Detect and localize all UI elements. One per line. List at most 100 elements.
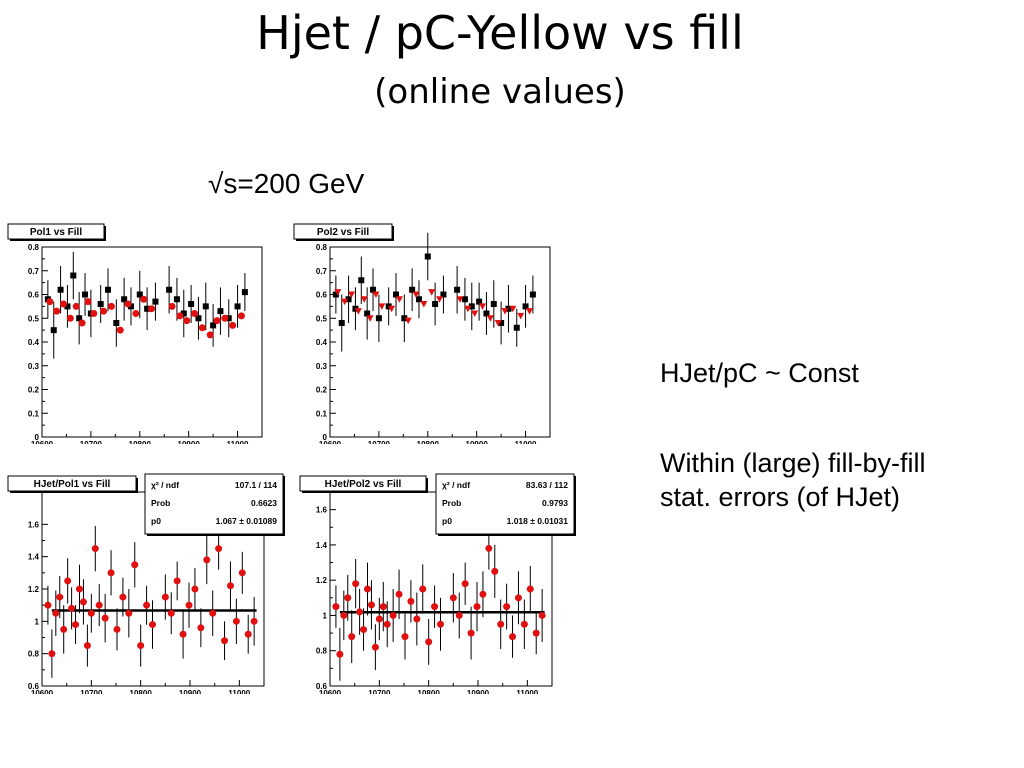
data-point	[437, 620, 445, 628]
data-point	[215, 545, 223, 553]
data-point	[60, 625, 68, 633]
data-point	[234, 303, 241, 310]
data-point	[348, 291, 356, 298]
data-point	[379, 603, 387, 611]
data-point	[113, 320, 120, 326]
stats-label: Prob	[151, 498, 170, 508]
data-point	[48, 650, 56, 658]
y-tick-label: 0.3	[28, 362, 40, 371]
y-tick-label: 1.6	[28, 520, 40, 529]
chart-title-box	[7, 475, 137, 492]
x-tick-label: 10900	[178, 440, 201, 444]
data-point	[375, 315, 382, 322]
data-point	[428, 289, 436, 296]
y-tick-label: 1.2	[28, 585, 40, 594]
data-point	[356, 608, 364, 616]
y-tick-label: 0	[35, 433, 40, 442]
data-point	[440, 291, 447, 298]
data-point	[225, 315, 232, 322]
data-point	[217, 308, 224, 315]
x-tick-label: 11000	[516, 689, 538, 694]
data-point	[334, 289, 342, 296]
data-point	[113, 625, 121, 633]
data-point	[176, 312, 184, 320]
data-point	[119, 593, 127, 601]
data-point	[121, 296, 128, 303]
x-tick-label: 10900	[466, 440, 489, 444]
data-point	[389, 611, 397, 619]
x-tick-label: 10900	[179, 689, 202, 694]
data-point	[407, 597, 415, 605]
data-point	[497, 620, 505, 628]
y-tick-label: 0.6	[28, 682, 40, 691]
stats-label: p0	[442, 516, 452, 526]
data-point	[64, 303, 71, 310]
data-point	[455, 611, 463, 619]
data-point	[226, 582, 234, 590]
data-point	[509, 633, 517, 641]
data-point	[409, 286, 416, 293]
data-point	[404, 317, 412, 325]
data-point	[344, 594, 352, 602]
chart-svg: 0 0.1 0.2 0.3 0.4 0.5 0.6 0.7 0.8 10600 10700 10800…	[7, 223, 263, 449]
data-point	[522, 303, 529, 310]
data-point	[525, 308, 533, 315]
y-tick-label: 0.6	[316, 682, 328, 691]
data-point	[395, 590, 403, 598]
chart-hjet-pol2-vs-fill: 0.6 0.8 1 1.2 1.4 1.6 10600 10700 10800 10900 1100…	[290, 472, 580, 699]
data-point	[50, 327, 57, 334]
data-point	[188, 301, 195, 307]
data-point	[82, 291, 89, 298]
data-point	[420, 301, 428, 308]
data-point	[105, 286, 111, 293]
data-point	[449, 594, 457, 602]
data-point	[191, 585, 199, 593]
data-point	[378, 303, 386, 310]
x-tick-label: 10600	[319, 689, 342, 694]
data-point	[185, 601, 193, 609]
data-point	[179, 630, 187, 638]
data-point	[367, 601, 375, 609]
energy-label: √s=200 GeV	[208, 168, 365, 199]
data-point	[471, 310, 479, 317]
y-tick-label: 0.6	[28, 291, 40, 300]
x-tick-label: 11000	[228, 689, 250, 694]
data-point	[210, 322, 217, 329]
data-point	[213, 317, 221, 325]
x-tick-label: 10700	[80, 440, 103, 444]
data-point	[360, 296, 368, 303]
stats-value: 83.63 / 112	[526, 480, 568, 490]
data-point	[358, 277, 365, 284]
x-tick-label: 10700	[368, 440, 391, 444]
data-point	[167, 609, 175, 617]
data-point	[431, 603, 439, 611]
data-point	[419, 585, 427, 593]
data-point	[221, 637, 229, 645]
data-point	[72, 302, 80, 310]
data-point	[152, 298, 159, 305]
data-point	[66, 314, 74, 322]
x-tick-label: 10600	[31, 440, 54, 444]
y-tick-label: 0.2	[28, 386, 40, 395]
data-point	[127, 303, 134, 310]
data-point	[375, 615, 383, 623]
data-point	[241, 289, 248, 296]
stats-label: Prob	[442, 498, 461, 508]
y-tick-label: 0.1	[28, 409, 40, 418]
data-point	[513, 324, 520, 331]
data-point	[64, 577, 72, 585]
data-point	[180, 310, 187, 317]
data-point	[78, 319, 86, 327]
data-point	[75, 585, 83, 593]
data-point	[198, 324, 206, 332]
data-point	[46, 298, 54, 306]
data-point	[473, 603, 481, 611]
y-tick-label: 0.8	[316, 647, 328, 656]
data-point	[371, 643, 379, 651]
data-point	[83, 642, 91, 650]
data-point	[456, 296, 464, 303]
slide-title: Hjet / pC-Yellow vs fill	[256, 6, 744, 60]
data-point	[79, 598, 87, 606]
data-point	[526, 585, 534, 593]
x-tick-label: 10800	[130, 689, 153, 694]
